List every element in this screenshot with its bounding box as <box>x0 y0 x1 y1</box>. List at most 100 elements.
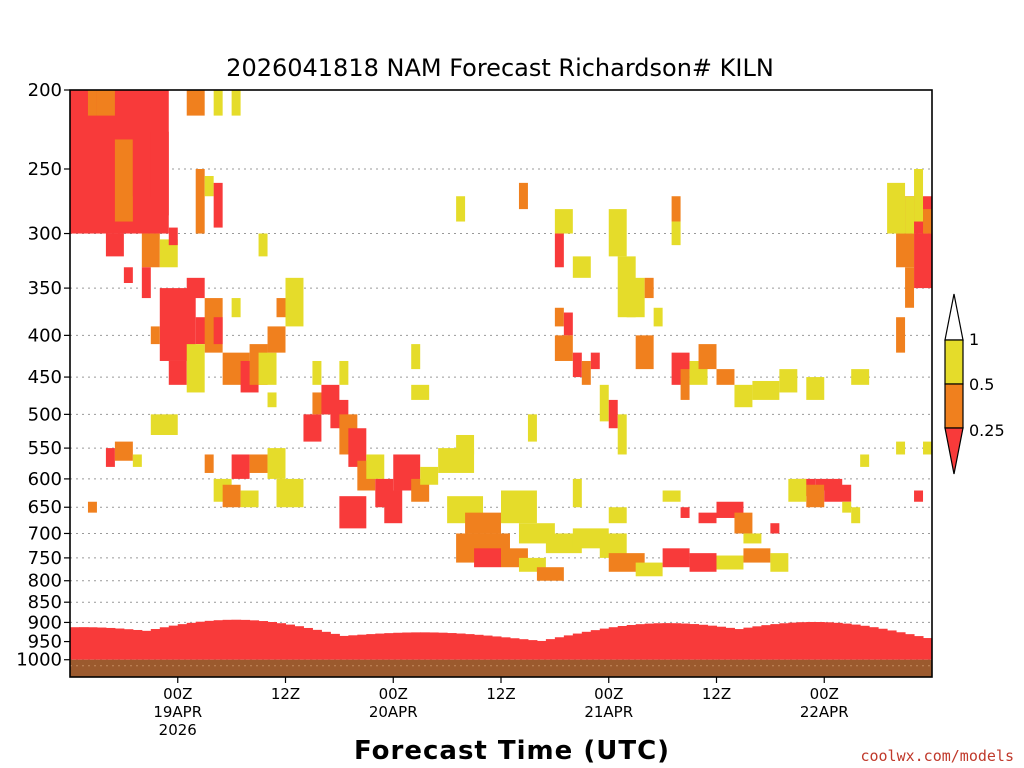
ri-cell <box>231 298 241 318</box>
ri-cell <box>303 414 322 442</box>
ri-cell <box>734 512 753 534</box>
ri-cell <box>186 277 205 299</box>
ri-cell <box>213 317 223 345</box>
ri-cell <box>635 335 654 370</box>
boundary-layer-cell <box>725 627 735 660</box>
ri-cell <box>267 326 286 353</box>
ri-cell <box>276 478 304 508</box>
ground-layer <box>70 659 932 677</box>
boundary-layer-cell <box>545 639 556 660</box>
boundary-layer-cell <box>662 623 673 660</box>
ri-cell <box>554 335 573 361</box>
x-tick-label: 20APR <box>369 703 418 721</box>
x-tick-label: 00Z <box>810 685 839 703</box>
credit-text: coolwx.com/models <box>860 747 1014 765</box>
y-tick-label: 500 <box>28 404 62 425</box>
boundary-layer-cell <box>842 623 852 660</box>
ri-cell <box>806 377 825 400</box>
ri-cell <box>896 233 915 268</box>
boundary-layer-cell <box>770 624 780 660</box>
ri-cell <box>168 360 187 385</box>
ri-cell <box>87 90 97 116</box>
boundary-layer-cell <box>150 629 161 660</box>
ri-cell <box>716 555 744 570</box>
boundary-layer-cell <box>608 627 619 660</box>
ri-cell <box>384 490 403 524</box>
ri-cell <box>860 454 870 467</box>
boundary-layer-cell <box>159 627 170 660</box>
ri-cell <box>105 448 115 467</box>
ri-cell <box>339 496 367 529</box>
ri-cell <box>662 548 690 568</box>
boundary-layer-cell <box>671 623 682 660</box>
boundary-layer-cell <box>707 625 717 660</box>
y-tick-label: 900 <box>28 612 62 633</box>
ri-cell <box>87 501 97 513</box>
boundary-layer-cell <box>222 619 233 660</box>
boundary-layer-cell <box>357 634 367 660</box>
boundary-layer-cell <box>285 624 295 660</box>
boundary-layer-cell <box>303 627 313 660</box>
boundary-layer-cell <box>231 619 242 660</box>
ri-cell <box>608 209 627 257</box>
boundary-layer-cell <box>914 636 924 660</box>
ri-cell <box>815 478 843 491</box>
x-tick-label: 22APR <box>800 703 849 721</box>
ri-cell <box>114 441 133 461</box>
ri-cell <box>339 360 349 385</box>
boundary-layer-cell <box>321 631 331 660</box>
boundary-layer-cell <box>339 635 349 660</box>
y-tick-label: 600 <box>28 469 62 490</box>
boundary-layer-cell <box>105 627 116 660</box>
boundary-layer-cell <box>447 633 457 660</box>
legend-level-label: 0.5 <box>969 375 994 394</box>
boundary-layer-cell <box>393 632 403 660</box>
boundary-layer-cell <box>797 622 807 660</box>
ri-cell <box>186 344 205 393</box>
ri-cell <box>626 277 645 318</box>
y-tick-label: 1000 <box>16 650 62 671</box>
boundary-layer-cell <box>554 637 565 660</box>
ri-cell <box>501 490 537 524</box>
ri-cell <box>366 454 385 479</box>
boundary-layer-cell <box>312 629 322 660</box>
boundary-layer-cell <box>70 627 80 660</box>
ri-cell <box>456 196 466 222</box>
boundary-layer-cell <box>483 635 493 660</box>
ri-cell <box>518 182 528 210</box>
boundary-layer-cell <box>563 635 574 660</box>
ri-cell <box>96 90 115 116</box>
x-tick-label: 00Z <box>379 685 408 703</box>
y-tick-label: 300 <box>28 224 62 245</box>
ri-cell <box>743 533 762 544</box>
boundary-layer-cell <box>743 627 753 660</box>
ri-cell <box>770 553 789 572</box>
x-tick-label: 00Z <box>163 685 192 703</box>
ri-cell <box>608 399 618 429</box>
ri-cell <box>905 196 915 234</box>
x-tick-label: 21APR <box>584 703 633 721</box>
boundary-layer-cell <box>195 621 206 660</box>
boundary-layer-cell <box>833 622 843 660</box>
boundary-layer-cell <box>752 626 762 660</box>
ri-cell <box>285 277 304 327</box>
ri-cell <box>770 523 780 534</box>
ri-cell <box>222 484 241 508</box>
boundary-layer-cell <box>267 621 278 660</box>
boundary-layer-cell <box>501 637 511 660</box>
boundary-layer-cell <box>465 634 475 660</box>
boundary-layer-cell <box>806 621 816 660</box>
boundary-layer-cell <box>177 624 188 660</box>
boundary-layer-cell <box>87 627 98 660</box>
ri-cell <box>923 209 932 234</box>
ri-cell <box>168 227 178 246</box>
ri-cell <box>662 490 681 502</box>
ri-cell <box>213 90 223 116</box>
boundary-layer-cell <box>411 632 421 660</box>
ri-cell <box>887 182 906 234</box>
ri-cell <box>204 176 214 197</box>
legend-swatch-high <box>944 339 964 385</box>
boundary-layer-cell <box>492 636 502 660</box>
plot-area <box>69 89 933 678</box>
boundary-layer-cell <box>330 633 340 660</box>
